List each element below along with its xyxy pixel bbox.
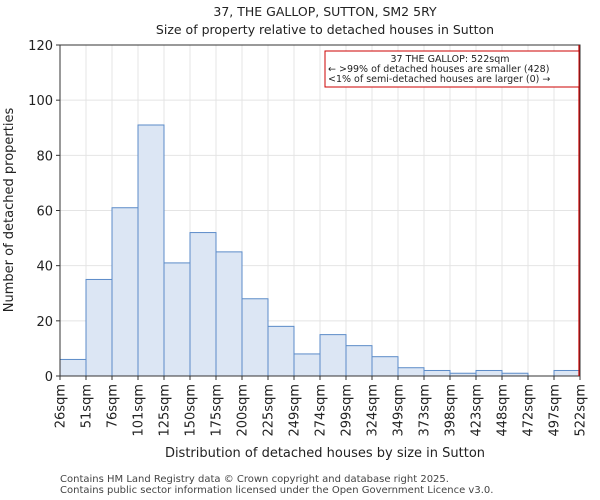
- annotation-line2: ← >99% of detached houses are smaller (4…: [328, 64, 549, 75]
- footer-attribution-1: Contains HM Land Registry data © Crown c…: [60, 474, 449, 485]
- bar-26sqm: [59, 358, 87, 377]
- x-tick-label-51sqm: 51sqm: [80, 384, 95, 428]
- y-axis-ticks: 0 20 40 60 80 100 120: [28, 39, 60, 385]
- x-tick-label-373sqm: 373sqm: [418, 384, 433, 437]
- bar-349sqm: [397, 367, 425, 377]
- x-tick-label-249sqm: 249sqm: [288, 384, 303, 437]
- bar-200sqm: [241, 298, 269, 377]
- x-tick-label-101sqm: 101sqm: [132, 384, 147, 437]
- bar-150sqm: [189, 232, 217, 377]
- bars: [59, 124, 581, 377]
- y-tick-label: 40: [36, 260, 53, 275]
- x-tick-label-150sqm: 150sqm: [184, 384, 199, 437]
- x-tick-label-175sqm: 175sqm: [210, 384, 225, 437]
- y-axis-label: Number of detached properties: [2, 108, 17, 313]
- bar-274sqm: [319, 334, 347, 377]
- y-tick-label: 80: [36, 149, 53, 164]
- annotation-line3: <1% of semi-detached houses are larger (…: [328, 74, 550, 85]
- bar-423sqm: [475, 369, 503, 377]
- annotation-box: 37 THE GALLOP: 522sqm ← >99% of detached…: [324, 50, 580, 88]
- y-tick-label: 60: [36, 205, 53, 220]
- bar-249sqm: [293, 353, 321, 377]
- x-tick-label-225sqm: 225sqm: [262, 384, 277, 437]
- x-tick-label-472sqm: 472sqm: [522, 384, 537, 437]
- x-tick-label-324sqm: 324sqm: [366, 384, 381, 437]
- bar-125sqm: [163, 262, 191, 377]
- x-tick-label-398sqm: 398sqm: [444, 384, 459, 437]
- bar-51sqm: [85, 278, 113, 377]
- y-tick-label: 20: [36, 315, 53, 330]
- bar-373sqm: [423, 369, 451, 377]
- bar-175sqm: [215, 251, 243, 377]
- x-tick-label-200sqm: 200sqm: [236, 384, 251, 437]
- x-tick-label-76sqm: 76sqm: [106, 384, 121, 428]
- annotation-line1: 37 THE GALLOP: 522sqm: [391, 54, 510, 65]
- chart-title-line1: 37, THE GALLOP, SUTTON, SM2 5RY: [213, 4, 437, 19]
- y-tick-label: 100: [28, 94, 53, 109]
- x-tick-label-299sqm: 299sqm: [340, 384, 355, 437]
- y-tick-label: 0: [45, 370, 53, 385]
- x-axis-ticks: 26sqm 51sqm 76sqm 101sqm 125sqm 150sqm 175sqm 2…: [54, 376, 589, 437]
- y-tick-label: 120: [28, 39, 53, 54]
- bar-497sqm: [553, 369, 581, 377]
- bar-324sqm: [371, 356, 399, 377]
- x-tick-label-522sqm: 522sqm: [574, 384, 589, 437]
- x-tick-label-125sqm: 125sqm: [158, 384, 173, 437]
- x-tick-label-497sqm: 497sqm: [548, 384, 563, 437]
- x-tick-label-448sqm: 448sqm: [496, 384, 511, 437]
- x-tick-label-349sqm: 349sqm: [392, 384, 407, 437]
- bar-299sqm: [345, 345, 373, 377]
- bar-101sqm: [137, 124, 165, 377]
- bar-225sqm: [267, 325, 295, 377]
- chart-title-line2: Size of property relative to detached ho…: [156, 22, 494, 37]
- annotation-frame: [324, 50, 580, 88]
- x-tick-label-423sqm: 423sqm: [470, 384, 485, 437]
- x-tick-label-274sqm: 274sqm: [314, 384, 329, 437]
- x-axis-label: Distribution of detached houses by size …: [165, 446, 485, 461]
- footer-attribution-2: Contains public sector information licen…: [60, 485, 494, 496]
- bar-76sqm: [111, 207, 139, 377]
- x-tick-label-26sqm: 26sqm: [54, 384, 69, 428]
